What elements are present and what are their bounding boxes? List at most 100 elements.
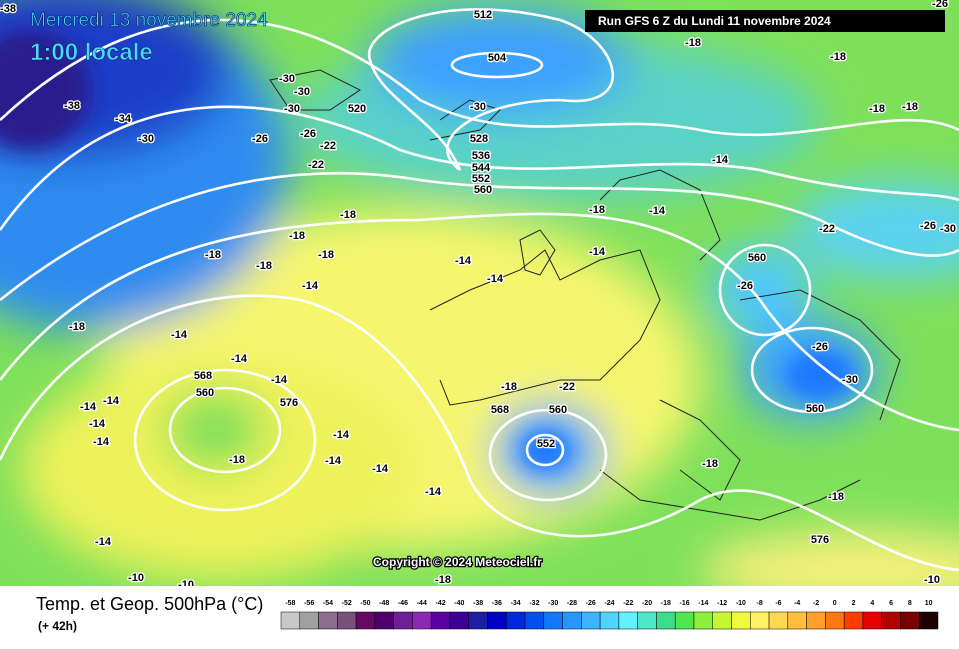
map-label: -18 — [828, 491, 844, 503]
scale-swatch — [806, 611, 826, 630]
map-label: -18 — [702, 458, 718, 470]
map-label: -30 — [940, 223, 956, 235]
scale-swatch — [787, 611, 807, 630]
scale-label: -38 — [473, 600, 483, 607]
scale-label: -34 — [511, 600, 521, 607]
map-label: -14 — [231, 353, 248, 365]
map-label: 504 — [488, 52, 507, 64]
scale-swatch — [506, 611, 526, 630]
map-label: -10 — [128, 572, 144, 584]
map-label: -18 — [256, 260, 272, 272]
coastlines — [269, 69, 901, 521]
map-label: -14 — [93, 436, 110, 448]
scale-label: -36 — [492, 600, 502, 607]
map-label: -14 — [302, 280, 319, 292]
map-label: -22 — [819, 223, 835, 235]
map-label: -18 — [589, 204, 605, 216]
scale-label: 0 — [833, 600, 837, 607]
map-label: -14 — [325, 455, 342, 467]
map-label: 552 — [537, 438, 555, 450]
map-label: 568 — [491, 404, 509, 416]
scale-swatch — [731, 611, 751, 630]
scale-swatch — [656, 611, 676, 630]
geopotential-contours — [0, 8, 959, 572]
scale-label: -8 — [757, 600, 763, 607]
scale-swatch — [918, 611, 939, 630]
map-label: -22 — [308, 159, 324, 171]
scale-swatch — [862, 611, 882, 630]
scale-swatch — [299, 611, 319, 630]
scale-swatch — [393, 611, 413, 630]
scale-swatch — [581, 611, 601, 630]
map-label: -10 — [924, 574, 940, 586]
scale-label: -28 — [567, 600, 577, 607]
scale-label: -56 — [304, 600, 314, 607]
scale-label: -18 — [661, 600, 671, 607]
scale-swatch — [900, 611, 920, 630]
scale-label: -46 — [398, 600, 408, 607]
scale-label: -16 — [680, 600, 690, 607]
map-label: -30 — [279, 73, 295, 85]
map-label: 576 — [280, 397, 298, 409]
map-label: -14 — [80, 401, 97, 413]
scale-swatch — [599, 611, 620, 630]
map-label: -14 — [103, 395, 120, 407]
temperature-field — [0, 0, 959, 610]
map-label: -14 — [89, 418, 106, 430]
scale-swatch — [524, 611, 545, 630]
map-label: -18 — [229, 454, 245, 466]
map-label: -18 — [289, 230, 305, 242]
map-label: -18 — [902, 101, 918, 113]
map-label: -14 — [425, 486, 442, 498]
scale-label: -26 — [586, 600, 596, 607]
map-label: -18 — [869, 103, 885, 115]
map-label: -18 — [435, 574, 451, 586]
date-title: Mercredi 13 novembre 2024 — [30, 10, 268, 31]
scale-label: 6 — [889, 600, 893, 607]
map-label: 560 — [549, 404, 567, 416]
run-box — [585, 10, 945, 32]
map-label: -38 — [0, 3, 16, 15]
map-label: -14 — [649, 205, 666, 217]
map-label: 536 — [472, 150, 490, 162]
map-label: -18 — [69, 321, 85, 333]
map-label: -26 — [300, 128, 316, 140]
scale-label: -52 — [342, 600, 352, 607]
map-label: -14 — [271, 374, 288, 386]
scale-label: -42 — [435, 600, 445, 607]
lead-time: (+ 42h) — [38, 619, 77, 633]
scale-swatch — [881, 611, 901, 630]
map-label: -18 — [685, 37, 701, 49]
scale-label: 10 — [925, 600, 933, 607]
scale-swatch — [843, 611, 864, 630]
scale-label: -24 — [604, 600, 614, 607]
scale-swatch — [543, 611, 563, 630]
map-label: -18 — [340, 209, 356, 221]
map-label: -30 — [842, 374, 858, 386]
map-label: -26 — [252, 133, 268, 145]
map-label: 512 — [474, 9, 492, 21]
map-label: -14 — [95, 536, 112, 548]
scale-label: -12 — [717, 600, 727, 607]
scale-swatch — [562, 611, 582, 630]
map-label: -30 — [138, 133, 154, 145]
map-label: 552 — [472, 173, 490, 185]
scale-swatch — [280, 611, 301, 630]
map-label: 528 — [470, 133, 488, 145]
map-label: -14 — [372, 463, 389, 475]
scale-label: 8 — [908, 600, 912, 607]
scale-swatch — [449, 611, 469, 630]
map-label: -14 — [487, 273, 504, 285]
scale-label: -54 — [323, 600, 333, 607]
scale-label: -30 — [548, 600, 558, 607]
map-label: -30 — [284, 103, 300, 115]
scale-swatch — [487, 611, 507, 630]
map-label: -14 — [333, 429, 350, 441]
scale-label: -14 — [698, 600, 708, 607]
scale-label: -6 — [775, 600, 781, 607]
scale-label: 2 — [852, 600, 856, 607]
map-label: -22 — [559, 381, 575, 393]
scale-label: -40 — [454, 600, 464, 607]
